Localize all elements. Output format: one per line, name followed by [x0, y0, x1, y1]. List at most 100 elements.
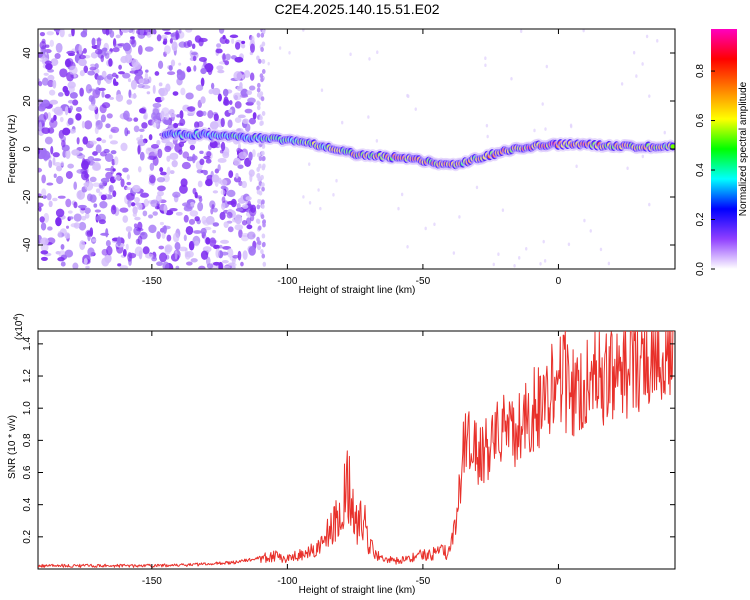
noise-speckle — [635, 74, 638, 78]
noise-speckle — [40, 256, 48, 261]
noise-speckle — [68, 216, 74, 220]
noise-speckle — [433, 222, 436, 227]
noise-speckle — [139, 29, 145, 36]
noise-speckle — [211, 204, 215, 210]
noise-speckle — [104, 52, 110, 59]
noise-speckle — [200, 250, 209, 260]
noise-speckle — [567, 242, 571, 247]
noise-speckle — [133, 117, 139, 122]
noise-speckle — [130, 36, 135, 40]
noise-speckle — [101, 90, 105, 98]
noise-speckle — [648, 94, 651, 98]
noise-speckle — [112, 168, 116, 172]
noise-speckle — [47, 79, 55, 88]
noise-speckle — [191, 43, 196, 50]
noise-speckle — [257, 101, 261, 107]
noise-speckle — [229, 100, 233, 105]
noise-speckle — [367, 115, 370, 119]
noise-speckle — [208, 89, 214, 95]
noise-speckle — [45, 63, 53, 71]
noise-speckle — [160, 93, 165, 97]
noise-speckle — [261, 182, 265, 188]
noise-speckle — [198, 197, 203, 203]
noise-speckle — [236, 147, 242, 154]
noise-speckle — [260, 47, 264, 53]
spectrogram-image — [38, 29, 675, 269]
noise-speckle — [261, 68, 266, 74]
noise-speckle — [67, 210, 73, 214]
noise-speckle — [57, 195, 66, 199]
noise-speckle — [242, 250, 248, 260]
noise-speckle — [175, 29, 179, 40]
noise-speckle — [221, 196, 226, 204]
noise-speckle — [191, 153, 196, 164]
noise-speckle — [247, 97, 256, 104]
noise-speckle — [129, 38, 136, 45]
noise-speckle — [116, 236, 122, 247]
noise-speckle — [77, 204, 87, 209]
noise-speckle — [236, 85, 243, 92]
noise-speckle — [209, 237, 217, 247]
noise-speckle — [94, 63, 99, 69]
noise-speckle — [224, 60, 230, 66]
noise-speckle — [218, 244, 223, 249]
noise-speckle — [52, 79, 57, 89]
noise-speckle — [94, 48, 103, 55]
noise-speckle — [244, 108, 253, 114]
noise-speckle — [177, 122, 184, 126]
noise-speckle — [98, 191, 103, 197]
noise-speckle — [257, 199, 261, 205]
noise-speckle — [53, 173, 57, 179]
y-tick-label: 20 — [22, 95, 33, 107]
noise-speckle — [211, 174, 220, 183]
noise-speckle — [133, 125, 140, 133]
noise-speckle — [181, 161, 191, 170]
noise-speckle — [150, 144, 160, 149]
noise-speckle — [492, 262, 495, 267]
noise-speckle — [206, 151, 212, 158]
noise-speckle — [48, 159, 53, 169]
noise-speckle — [158, 245, 165, 250]
noise-speckle — [137, 83, 145, 89]
noise-speckle — [38, 80, 43, 87]
noise-speckle — [41, 99, 50, 107]
noise-speckle — [222, 88, 229, 97]
noise-speckle — [99, 201, 108, 209]
noise-speckle — [220, 189, 226, 195]
noise-speckle — [256, 105, 261, 111]
noise-speckle — [88, 103, 97, 111]
noise-speckle — [60, 261, 66, 267]
noise-speckle — [60, 135, 67, 142]
noise-speckle — [87, 70, 96, 76]
noise-speckle — [73, 222, 80, 229]
noise-speckle — [41, 188, 47, 197]
noise-speckle — [163, 118, 171, 126]
noise-speckle — [256, 185, 260, 191]
noise-speckle — [302, 29, 305, 32]
noise-speckle — [197, 180, 203, 188]
noise-speckle — [71, 29, 75, 37]
noise-speckle — [164, 45, 171, 55]
noise-speckle — [648, 202, 651, 207]
noise-speckle — [185, 92, 194, 100]
noise-speckle — [236, 202, 241, 209]
colorbar-tick-label: 0.6 — [695, 113, 706, 127]
noise-speckle — [226, 189, 236, 198]
noise-speckle — [583, 218, 586, 223]
noise-speckle — [65, 170, 73, 179]
noise-speckle — [111, 72, 117, 78]
noise-speckle — [228, 109, 233, 114]
noise-speckle — [139, 151, 145, 161]
noise-speckle — [122, 249, 127, 257]
noise-speckle — [414, 107, 417, 111]
noise-speckle — [139, 134, 143, 139]
noise-speckle — [641, 62, 644, 66]
snr-x-axis: -150 -100 -50 0 — [142, 331, 562, 587]
noise-speckle — [73, 74, 77, 78]
noise-speckle — [104, 93, 111, 99]
noise-speckle — [222, 151, 230, 159]
noise-speckle — [197, 121, 204, 128]
noise-speckle — [149, 162, 155, 171]
noise-speckle — [407, 94, 410, 99]
noise-speckle — [260, 174, 264, 180]
